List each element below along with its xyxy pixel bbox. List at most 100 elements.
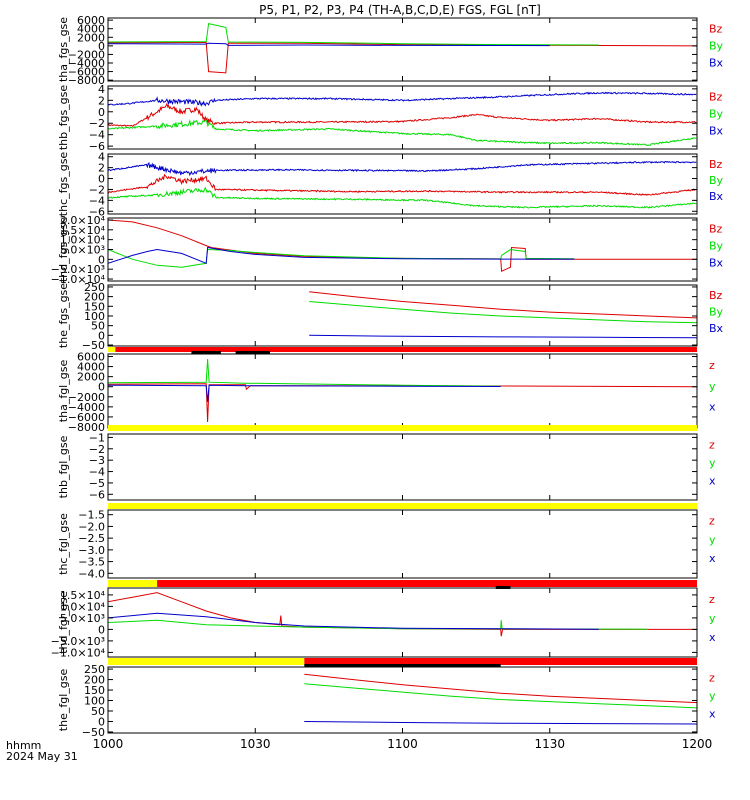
x-axis-label-hhmm: hhmm	[6, 739, 41, 752]
y-tick-label: −6000	[68, 411, 105, 424]
legend-y: y	[709, 457, 716, 470]
y-tick-label: 2000	[77, 371, 105, 384]
y-tick-label: −5.0×10³	[51, 263, 105, 276]
status-mark	[235, 351, 270, 354]
y-tick-label: 4	[98, 151, 105, 164]
y-tick-label: −2	[89, 443, 105, 456]
panel-frame	[107, 509, 698, 579]
y-tick-label: 4000	[77, 361, 105, 374]
status-bar	[108, 347, 698, 354]
panel-thc_fgl: −1.5−2.0−2.5−3.0−3.5−4.0 thc_fgl_gse zyx	[57, 509, 716, 581]
y-tick-label: 100	[84, 695, 105, 708]
y-axis-label: tha_fgs_gse	[57, 17, 70, 82]
y-tick-label: −6000	[68, 66, 105, 79]
panel-traces	[304, 673, 697, 725]
y-tick-label: 6000	[77, 14, 105, 27]
y-axis-label: thd_fgl_gse	[57, 591, 70, 654]
y-tick-label: 2000	[77, 31, 105, 44]
panel-frame	[107, 433, 698, 501]
y-axis-label: thd_fgs_gse	[57, 217, 70, 283]
y-tick-label: −2	[89, 117, 105, 130]
trace-x	[309, 334, 697, 339]
trace-z	[304, 673, 697, 704]
legend-x: x	[709, 475, 716, 488]
y-tick-label: −50	[82, 339, 105, 352]
trace-z	[108, 102, 697, 127]
status-mark	[495, 586, 511, 589]
y-axis-label: thc_fgs_gse	[57, 152, 70, 217]
y-tick-label: 1.5×10⁴	[60, 224, 106, 237]
legend-y: y	[709, 612, 716, 625]
trace-y	[108, 119, 697, 147]
y-tick-label: −3	[89, 454, 105, 467]
panel-frame	[107, 666, 698, 734]
legend-z: Bz	[709, 90, 723, 103]
y-tick-label: −1	[89, 431, 105, 444]
trace-y	[309, 301, 697, 324]
status-segment	[108, 580, 158, 587]
legend-y: y	[709, 380, 716, 393]
legend-y: By	[709, 39, 724, 52]
status-mark	[191, 351, 221, 354]
panel-thb_fgs: 420−2−4−6 thb_fgs_gse Bz By Bx	[57, 83, 724, 153]
y-tick-label: 4	[98, 83, 105, 96]
status-segment	[108, 658, 305, 665]
panel-frame	[107, 353, 698, 429]
y-tick-label: 2	[98, 162, 105, 175]
panels: 6000400020000−2000−4000−6000−8000tha_fgs…	[51, 14, 724, 739]
legend-x: Bx	[709, 190, 724, 203]
legend-z: Bz	[709, 22, 723, 35]
y-tick-label: −6	[89, 205, 105, 218]
legend-y: By	[709, 239, 724, 252]
legend-z: Bz	[709, 222, 723, 235]
x-tick-label: 1030	[240, 737, 271, 751]
trace-y	[108, 186, 697, 209]
legend-z: Bz	[709, 158, 723, 171]
trace-x	[304, 721, 697, 725]
legend-x: x	[709, 552, 716, 565]
status-bar	[108, 658, 697, 667]
y-tick-label: −8000	[68, 74, 105, 87]
legend-x: Bx	[709, 124, 724, 137]
y-tick-label: 0	[98, 381, 105, 394]
y-tick-label: −2000	[68, 48, 105, 61]
legend-x: x	[709, 401, 716, 414]
y-tick-label: 0	[98, 329, 105, 342]
y-tick-label: −4	[89, 194, 105, 207]
y-tick-label: 2.0×10⁴	[60, 214, 106, 227]
y-tick-label: 250	[84, 281, 105, 294]
y-tick-label: −6	[89, 140, 105, 153]
status-bar	[108, 503, 697, 509]
legend-z: z	[709, 439, 715, 452]
y-tick-label: −3.0	[78, 544, 105, 557]
trace-x	[108, 612, 599, 630]
y-tick-label: 200	[84, 674, 105, 687]
y-tick-label: 1.0×10⁴	[60, 234, 106, 247]
panel-tha_fgs: 6000400020000−2000−4000−6000−8000tha_fgs…	[57, 14, 724, 87]
trace-z	[108, 383, 697, 423]
y-tick-label: 0	[98, 623, 105, 636]
y-tick-label: 250	[84, 663, 105, 676]
legend-z: Bz	[709, 289, 723, 302]
y-tick-label: −4000	[68, 57, 105, 70]
trace-y	[108, 358, 501, 387]
figure-title: P5, P1, P2, P3, P4 (TH-A,B,C,D,E) FGS, F…	[259, 3, 541, 17]
y-tick-label: 150	[84, 300, 105, 313]
status-bars	[108, 347, 698, 667]
y-tick-label: 50	[91, 320, 105, 333]
trace-z	[108, 592, 697, 637]
panel-traces	[108, 358, 697, 423]
panel-traces	[108, 592, 697, 637]
y-tick-label: 200	[84, 291, 105, 304]
y-tick-label: −1.0×10⁴	[51, 273, 106, 286]
y-tick-label: −2000	[68, 391, 105, 404]
x-tick-label: 1000	[93, 737, 124, 751]
status-mark	[304, 664, 501, 667]
legend-z: z	[709, 672, 715, 685]
trace-x	[108, 160, 697, 177]
panel-thd_fgl: 1.5×10⁴1.0×10⁴5.0×10³0−5.0×10³−1.0×10⁴th…	[51, 587, 716, 659]
y-tick-label: −6	[89, 488, 105, 501]
trace-x	[108, 91, 697, 107]
y-tick-label: 0	[98, 173, 105, 186]
